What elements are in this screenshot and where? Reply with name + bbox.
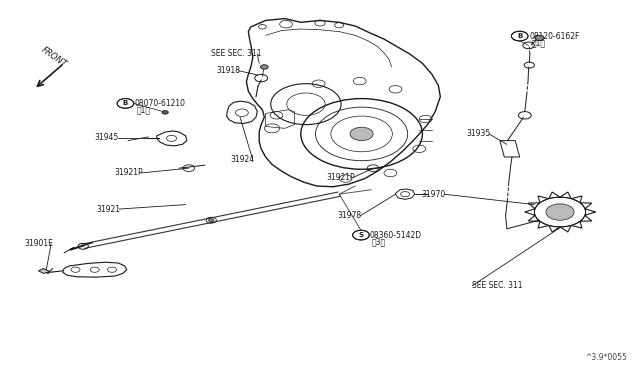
Circle shape (353, 230, 369, 240)
Text: 31935: 31935 (466, 129, 490, 138)
Circle shape (535, 35, 544, 41)
Text: SEE SEC. 311: SEE SEC. 311 (211, 49, 262, 58)
Circle shape (546, 204, 574, 220)
Circle shape (534, 197, 586, 227)
Text: ^3.9*0055: ^3.9*0055 (586, 353, 627, 362)
Text: 31978: 31978 (337, 211, 362, 220)
Circle shape (117, 99, 134, 108)
Text: （1）: （1） (136, 105, 150, 114)
Text: 31924: 31924 (230, 155, 255, 164)
Text: 08360-5142D: 08360-5142D (370, 231, 422, 240)
Text: （1）: （1） (531, 38, 545, 47)
Circle shape (260, 65, 268, 69)
Text: 31921: 31921 (96, 205, 120, 214)
Circle shape (350, 127, 373, 141)
Text: FRONT: FRONT (40, 45, 68, 69)
Text: 31921P: 31921P (114, 169, 143, 177)
Text: （3）: （3） (372, 237, 386, 246)
Text: 31901E: 31901E (24, 239, 53, 248)
Text: SEE SEC. 311: SEE SEC. 311 (472, 281, 523, 290)
Text: 08070-61210: 08070-61210 (134, 99, 186, 108)
Circle shape (511, 31, 528, 41)
Text: B: B (123, 100, 128, 106)
Circle shape (209, 219, 214, 222)
Text: B: B (517, 33, 522, 39)
Polygon shape (38, 269, 50, 273)
Text: 31918: 31918 (216, 66, 241, 75)
Text: 31921P: 31921P (326, 173, 355, 182)
Circle shape (162, 110, 168, 114)
Text: 08120-6162F: 08120-6162F (529, 32, 580, 41)
Text: S: S (358, 232, 364, 238)
Text: 31970: 31970 (421, 190, 445, 199)
Text: 31945: 31945 (95, 133, 119, 142)
